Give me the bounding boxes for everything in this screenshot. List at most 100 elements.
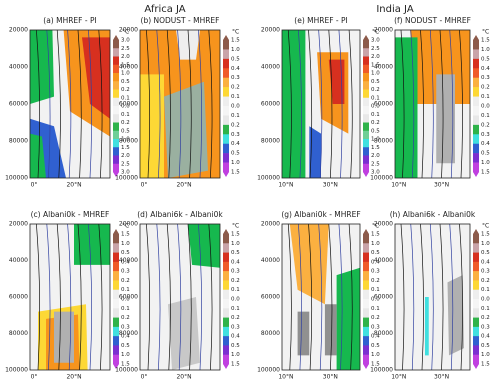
- colorbar-segment: [473, 124, 479, 135]
- colorbar-segment: [223, 77, 229, 88]
- colorbar-tick-label: 0.0: [481, 297, 490, 303]
- colorbar-segment: [473, 40, 479, 50]
- colorbar-tick-label: 0.4: [231, 141, 240, 147]
- colorbar-segment: [113, 354, 119, 365]
- colorbar-segment: [363, 139, 369, 148]
- contour-line: [46, 29, 51, 179]
- colorbar-segment: [223, 354, 229, 365]
- y-tick-label: 40000: [261, 64, 280, 71]
- colorbar-segment: [223, 280, 229, 291]
- colorbar-segment: [363, 40, 369, 49]
- y-tick-label: 100000: [5, 175, 28, 182]
- colorbar-segment: [473, 243, 479, 253]
- colorbar-segment: [363, 56, 369, 66]
- colorbar-segment: [113, 289, 119, 300]
- colorbar-tick-label: 1.0: [121, 352, 130, 358]
- colorbar-tick-label: 0.1: [371, 306, 380, 312]
- colorbar-tick-label: 0.4: [231, 259, 240, 265]
- colorbar-tick-label: 3.0: [371, 38, 380, 44]
- colorbar-segment: [363, 317, 369, 328]
- colorbar-tick-label: 0.0: [231, 104, 240, 110]
- colorbar-segment: [113, 234, 119, 244]
- colorbar-tick-label: 0.1: [481, 306, 490, 312]
- contour-line: [420, 223, 424, 371]
- colorbar-tick-label: 1.0: [231, 352, 240, 358]
- contour-line: [187, 223, 192, 371]
- colorbar-segment: [473, 106, 479, 116]
- colorbar-tick-label: 0.4: [121, 334, 130, 340]
- colorbar-end: [113, 364, 119, 369]
- y-tick-label: 100000: [370, 175, 393, 182]
- colorbar-tick-label: 0.3: [481, 132, 490, 138]
- colorbar-tick-label: 1.5: [481, 170, 490, 176]
- plot-frame: [29, 29, 111, 179]
- colorbar-end: [473, 364, 479, 369]
- colorbar-end: [113, 172, 119, 177]
- colorbar-tick-label: 1.5: [371, 362, 380, 368]
- colorbar-segment: [473, 115, 479, 126]
- colorbar-tick-label: 0.0: [481, 104, 490, 110]
- colorbar-tick-label: 0.2: [481, 278, 490, 284]
- colorbar-tick-label: 0.1: [121, 287, 130, 293]
- x-tick-label: 30°N: [434, 182, 449, 189]
- colorbar-segment: [223, 40, 229, 50]
- colorbar-tick-label: 0.0: [121, 104, 130, 110]
- colorbar-tick-label: 3.0: [121, 38, 130, 44]
- colorbar-tick-label: 0.5: [121, 343, 130, 349]
- colorbar-end: [113, 35, 119, 40]
- field-patch: [282, 30, 306, 178]
- colorbar-segment: [223, 106, 229, 116]
- y-tick-label: 20000: [261, 221, 280, 228]
- contour-line: [318, 223, 323, 371]
- colorbar-segment: [223, 143, 229, 154]
- y-tick-label: 100000: [115, 175, 138, 182]
- colorbar-segment: [223, 162, 229, 173]
- colorbar-segment: [473, 317, 479, 328]
- colorbar-tick-label: 0.0: [371, 104, 380, 110]
- colorbar-tick-label: 1.5: [371, 232, 380, 238]
- colorbar-segment: [223, 299, 229, 309]
- x-tick-label: 30°N: [434, 374, 449, 381]
- contour-line: [449, 29, 454, 179]
- colorbar-tick-label: 1.5: [481, 362, 490, 368]
- colorbar-segment: [113, 163, 119, 173]
- colorbar-segment: [473, 308, 479, 318]
- colorbar-unit: °C: [482, 223, 489, 230]
- colorbar-end: [473, 229, 479, 234]
- colorbar-segment: [223, 243, 229, 253]
- contour-line: [156, 223, 161, 371]
- colorbar-segment: [113, 336, 119, 346]
- colorbar-segment: [223, 87, 229, 97]
- colorbar-segment: [363, 243, 369, 253]
- colorbar-tick-label: 0.5: [371, 250, 380, 256]
- colorbar-segment: [363, 271, 369, 281]
- colorbar-tick-label: 1.0: [231, 47, 240, 53]
- colorbar-tick-label: 1.0: [481, 241, 490, 247]
- y-tick-label: 60000: [9, 101, 28, 108]
- field-patch: [309, 126, 321, 178]
- contour-line: [287, 29, 292, 179]
- colorbar-segment: [223, 96, 229, 107]
- x-tick-label: 0°: [31, 182, 38, 189]
- contour-line: [98, 223, 103, 371]
- y-tick-label: 40000: [374, 64, 393, 71]
- colorbar-tick-label: 0.2: [231, 278, 240, 284]
- colorbar-tick-label: 0.3: [231, 269, 240, 275]
- colorbar-tick-label: 0.3: [481, 269, 490, 275]
- field-patch: [30, 133, 46, 178]
- contour-line: [208, 223, 213, 371]
- y-tick-label: 60000: [261, 101, 280, 108]
- colorbar-segment: [473, 289, 479, 300]
- colorbar-tick-label: 0.4: [231, 66, 240, 72]
- colorbar-tick-label: 0.2: [371, 87, 380, 93]
- y-tick-label: 60000: [9, 294, 28, 301]
- colorbar-unit: °C: [122, 29, 129, 36]
- x-tick-label: 10°N: [278, 374, 293, 381]
- panel-title: (e) MHREF - PI: [294, 16, 347, 25]
- contour-line: [156, 29, 161, 179]
- y-tick-label: 60000: [374, 294, 393, 301]
- colorbar-tick-label: 0.0: [121, 297, 130, 303]
- colorbar-segment: [363, 280, 369, 291]
- contour-line: [166, 223, 171, 371]
- panel-title: (g) Albani0k - MHREF: [281, 210, 360, 219]
